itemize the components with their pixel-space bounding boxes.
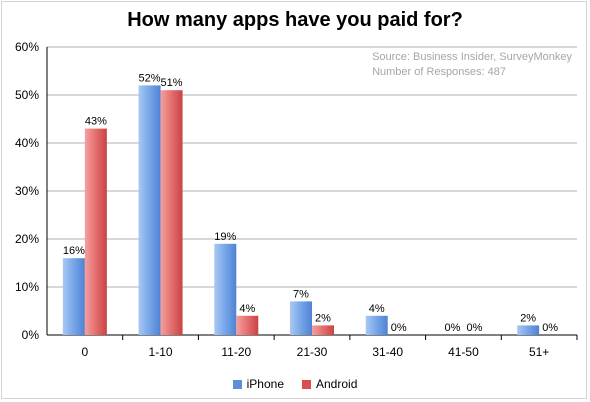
y-tick-label: 0% [22, 328, 40, 342]
data-label: 2% [315, 312, 331, 324]
y-tick-label: 50% [15, 88, 39, 102]
bar-android [236, 315, 259, 335]
legend-item-iphone: iPhone [232, 377, 284, 391]
bar-iphone [214, 243, 237, 335]
legend-label-iphone: iPhone [246, 377, 284, 391]
data-label: 16% [63, 245, 85, 257]
x-tick-label: 1-10 [149, 345, 173, 359]
x-tick-label: 11-20 [221, 345, 251, 359]
legend: iPhone Android [0, 377, 590, 391]
bar-iphone [138, 85, 161, 336]
data-label: 4% [239, 303, 255, 315]
x-tick-label: 21-30 [297, 345, 328, 359]
bar-iphone [365, 315, 388, 335]
data-label: 52% [139, 72, 161, 84]
data-label: 51% [161, 77, 183, 89]
bar-android [160, 90, 183, 335]
legend-label-android: Android [316, 377, 358, 391]
source-line: Source: Business Insider, SurveyMonkey [372, 51, 572, 63]
legend-swatch-iphone [232, 379, 242, 389]
chart-title: How many apps have you paid for? [127, 9, 463, 31]
data-label: 43% [85, 116, 107, 128]
data-label: 0% [466, 322, 482, 334]
x-tick-label: 0 [82, 345, 89, 359]
y-tick-label: 40% [15, 136, 39, 150]
bar-iphone [517, 325, 540, 335]
data-label: 0% [542, 322, 558, 334]
responses-line: Number of Responses: 487 [372, 66, 506, 78]
data-label: 7% [293, 288, 309, 300]
bar-iphone [290, 301, 312, 335]
data-label: 19% [214, 231, 236, 243]
y-tick-label: 60% [15, 40, 39, 54]
data-label: 2% [520, 312, 536, 324]
x-tick-label: 41-50 [448, 345, 479, 359]
x-tick-label: 51+ [529, 345, 549, 359]
legend-swatch-android [302, 379, 311, 389]
legend-item-android: Android [302, 377, 357, 391]
data-label: 4% [369, 303, 385, 315]
bar-android [312, 325, 334, 335]
source-note: Source: Business Insider, SurveyMonkey N… [372, 50, 572, 80]
y-tick-label: 10% [15, 280, 39, 294]
bar-android [84, 128, 107, 335]
x-tick-label: 31-40 [372, 345, 403, 359]
data-label: 0% [391, 322, 407, 334]
data-label: 0% [444, 322, 460, 334]
y-tick-label: 20% [15, 232, 39, 246]
y-tick-label: 30% [15, 184, 39, 198]
bar-iphone [62, 258, 85, 335]
